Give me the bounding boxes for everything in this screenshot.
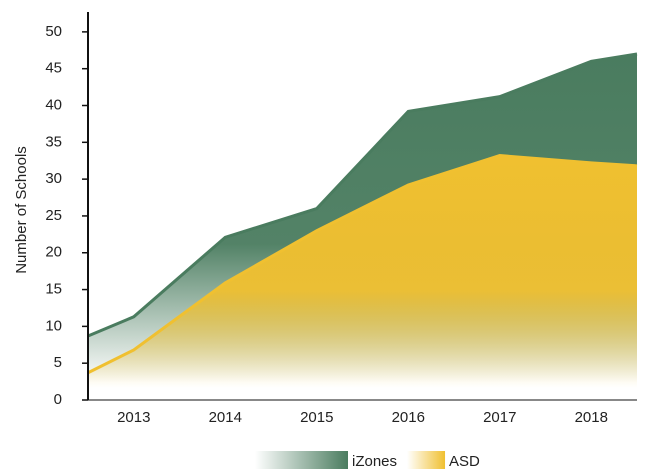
y-tick-label: 10	[45, 317, 62, 334]
x-tick-label: 2013	[117, 409, 150, 426]
y-tick-label: 25	[45, 207, 62, 224]
y-tick-label: 0	[54, 391, 62, 408]
y-tick-label: 50	[45, 23, 62, 40]
x-tick-label: 2018	[575, 409, 608, 426]
x-tick-label: 2017	[483, 409, 516, 426]
area-line	[87, 52, 638, 338]
legend-swatch	[255, 451, 348, 469]
x-tick-label: 2015	[300, 409, 333, 426]
y-tick-label: 20	[45, 244, 62, 261]
y-tick-label: 5	[54, 354, 62, 371]
legend-swatch	[407, 451, 446, 469]
y-axis-label: Number of Schools	[13, 146, 30, 274]
y-tick-label: 45	[45, 60, 62, 77]
y-tick-label: 40	[45, 96, 62, 113]
y-tick-label: 35	[45, 133, 62, 150]
legend-label: iZones	[352, 453, 397, 470]
legend-label: ASD	[449, 453, 480, 470]
y-tick-label: 15	[45, 281, 62, 298]
y-tick-label: 30	[45, 170, 62, 187]
x-tick-label: 2014	[209, 409, 242, 426]
x-tick-label: 2016	[392, 409, 425, 426]
area-line	[87, 154, 638, 375]
